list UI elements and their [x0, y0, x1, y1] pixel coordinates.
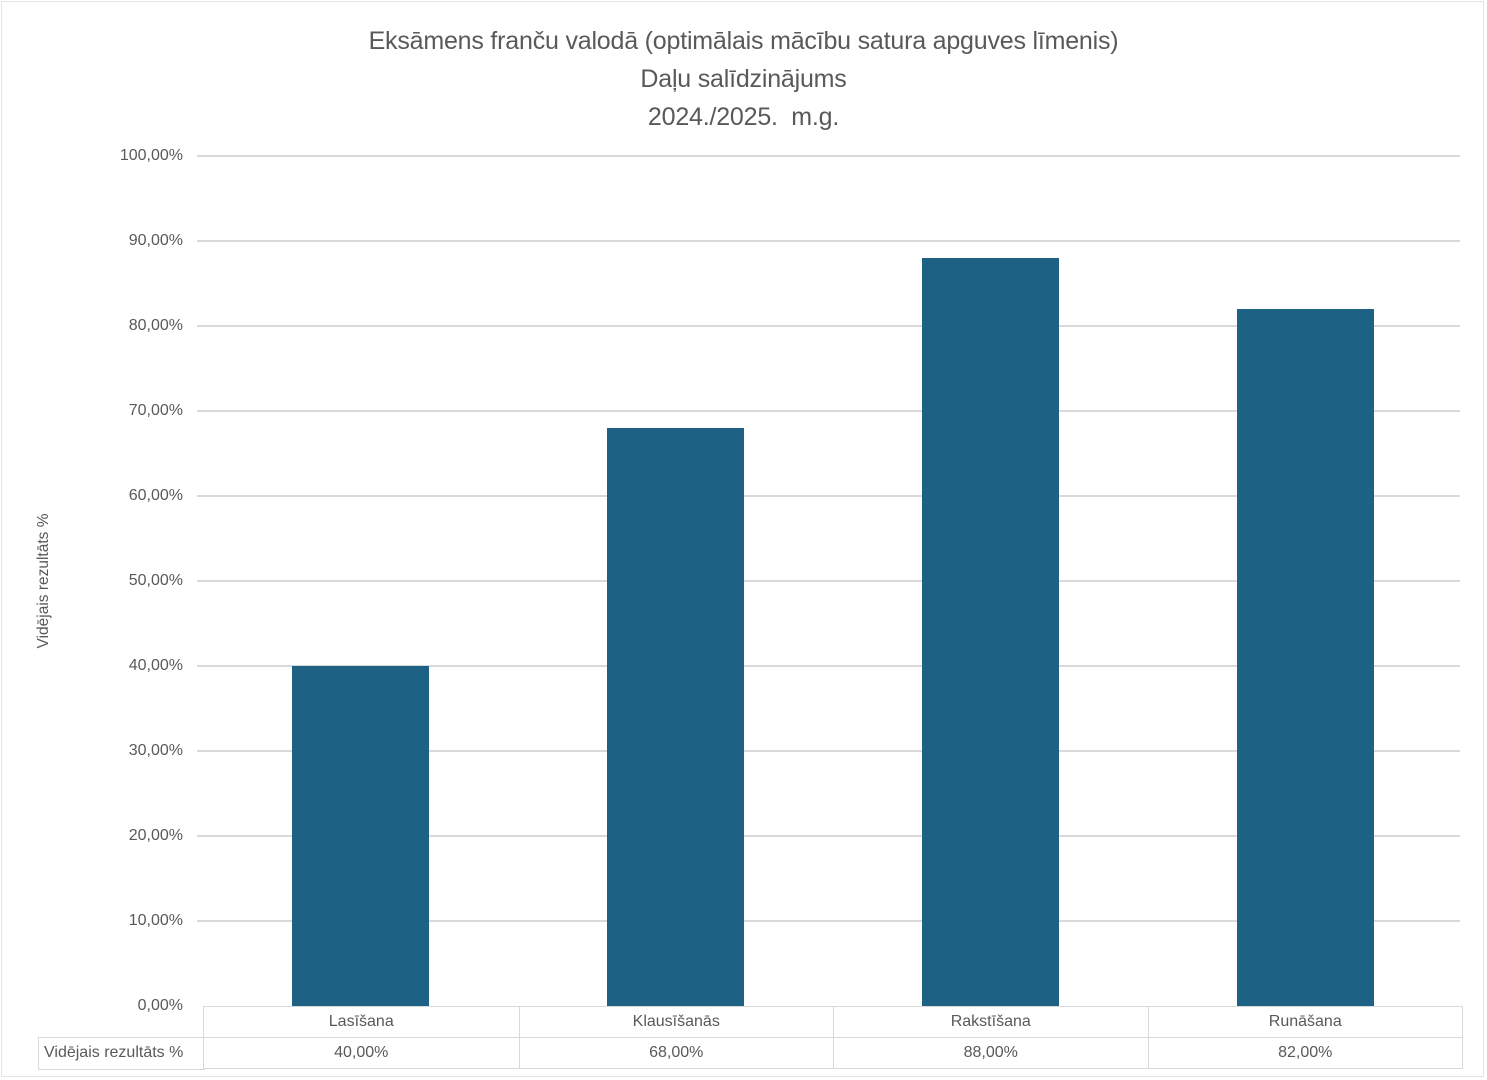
gridline	[197, 325, 1460, 327]
data-table-header-row: Lasīšana Klausīšanās Rakstīšana Runāšana	[204, 1007, 1462, 1038]
chart-title-line-1: Eksāmens franču valodā (optimālais mācīb…	[368, 27, 1119, 55]
y-axis-tick-label: 90,00%	[128, 232, 183, 249]
data-table-series-label: Vidējais rezultāts %	[38, 1037, 205, 1070]
bar	[607, 428, 744, 1006]
chart-title-line-2: Daļu salīdzinājums	[640, 65, 847, 93]
data-table-value-cell: 82,00%	[1147, 1038, 1463, 1068]
bar	[1237, 309, 1374, 1006]
gridline	[197, 410, 1460, 412]
data-table-category-header: Rakstīšana	[833, 1007, 1148, 1037]
data-table-category-header: Runāšana	[1147, 1007, 1463, 1037]
gridline	[197, 580, 1460, 582]
gridline	[197, 750, 1460, 752]
gridline	[197, 495, 1460, 497]
y-axis-tick-label: 30,00%	[128, 742, 183, 759]
data-table-category-header: Lasīšana	[328, 1013, 394, 1030]
plot-area	[197, 155, 1463, 1006]
bar	[292, 666, 429, 1006]
y-axis-tick-label: 60,00%	[128, 487, 183, 504]
y-axis-tick-label: 40,00%	[128, 657, 183, 674]
gridline	[197, 240, 1460, 242]
gridline	[197, 665, 1460, 667]
data-table-value-cell: 40,00%	[334, 1044, 389, 1061]
chart-title: Eksāmens franču valodā (optimālais mācīb…	[0, 22, 1487, 136]
gridline	[197, 155, 1460, 157]
chart-title-line-3: 2024./2025. m.g.	[647, 103, 840, 131]
y-axis-tick-label: 80,00%	[128, 317, 183, 334]
data-table-value-row: 40,00% 68,00% 88,00% 82,00%	[204, 1038, 1462, 1068]
data-table: Lasīšana Klausīšanās Rakstīšana Runāšana 40…	[203, 1006, 1463, 1069]
gridline	[197, 920, 1460, 922]
y-axis-tick-label: 100,00%	[119, 147, 183, 164]
y-axis-tick-label: 70,00%	[128, 402, 183, 419]
data-table-category-header: Klausīšanās	[518, 1007, 834, 1037]
bar	[922, 258, 1059, 1006]
gridline	[197, 835, 1460, 837]
y-axis-tick-label: 50,00%	[128, 572, 183, 589]
data-table-value-cell: 88,00%	[833, 1038, 1148, 1068]
y-axis-title: Vidējais rezultāts %	[35, 513, 52, 649]
data-table-value-cell: 68,00%	[518, 1038, 834, 1068]
y-axis-tick-label: 10,00%	[128, 912, 183, 929]
y-axis-tick-label: 0,00%	[137, 997, 183, 1014]
y-axis-tick-label: 20,00%	[128, 827, 183, 844]
